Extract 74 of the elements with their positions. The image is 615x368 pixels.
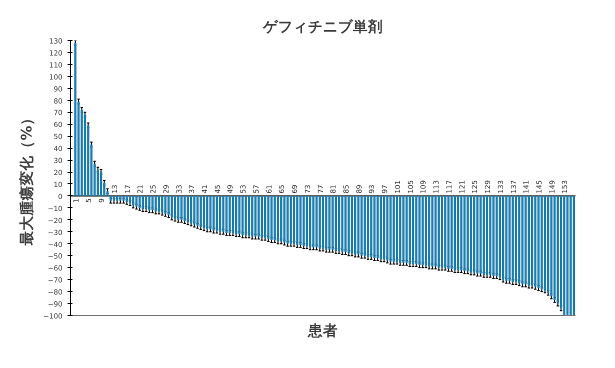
bar [489,196,492,275]
bar [482,196,485,275]
bar [505,196,508,281]
bar [274,196,276,240]
bar [563,196,566,316]
bar [177,196,180,220]
bar [170,196,173,218]
bar [348,196,350,254]
bar [184,196,186,222]
bar [132,196,134,206]
bar [540,196,543,290]
bar [422,196,424,266]
bar [312,196,314,248]
bar [126,196,128,202]
bar [370,196,372,257]
bar [212,196,215,231]
bar [450,196,453,269]
bar [267,196,270,239]
chart-title: ゲフィチニブ単剤 [262,18,383,36]
bar [392,196,395,262]
bar [408,196,411,264]
bar [251,196,254,237]
bar [406,196,408,263]
bar [341,196,344,252]
bar [386,196,388,260]
bar [296,196,298,245]
bar [154,196,157,212]
bar [148,196,150,210]
bar [466,196,469,272]
bar [438,196,440,268]
bar [200,196,202,228]
bar [512,196,514,282]
bar [280,196,282,242]
bar [238,196,240,234]
bar [222,196,224,232]
bar [524,196,527,284]
bar [325,196,328,250]
bar [161,196,164,213]
bar [193,196,196,225]
bar [142,196,144,210]
bar [216,196,218,231]
bar [444,196,446,268]
bar [496,196,498,276]
bar [244,196,247,236]
bar [74,42,76,196]
bar [547,196,550,293]
bar [415,196,418,264]
bar [428,196,430,266]
bar [502,196,504,280]
bar [534,196,536,287]
bar [334,196,337,251]
bar [309,196,312,248]
bar [376,196,379,258]
y-axis-title: 最大腫瘍変化（%） [17,110,36,246]
bar [332,196,334,250]
bar [302,196,305,246]
bar [460,196,462,270]
bar [570,196,572,316]
bar [290,196,292,244]
bar [399,196,402,263]
bar [318,196,321,249]
bar [206,196,208,230]
bar [151,196,154,210]
bar [258,196,260,237]
bar [473,196,476,272]
bar [364,196,366,256]
bar [235,196,238,234]
bar [354,196,356,255]
bar [138,196,141,208]
bar [431,196,434,266]
x-axis-title: 患者 [307,322,338,340]
bar [528,196,530,286]
bar [518,196,520,284]
bar [228,196,231,233]
